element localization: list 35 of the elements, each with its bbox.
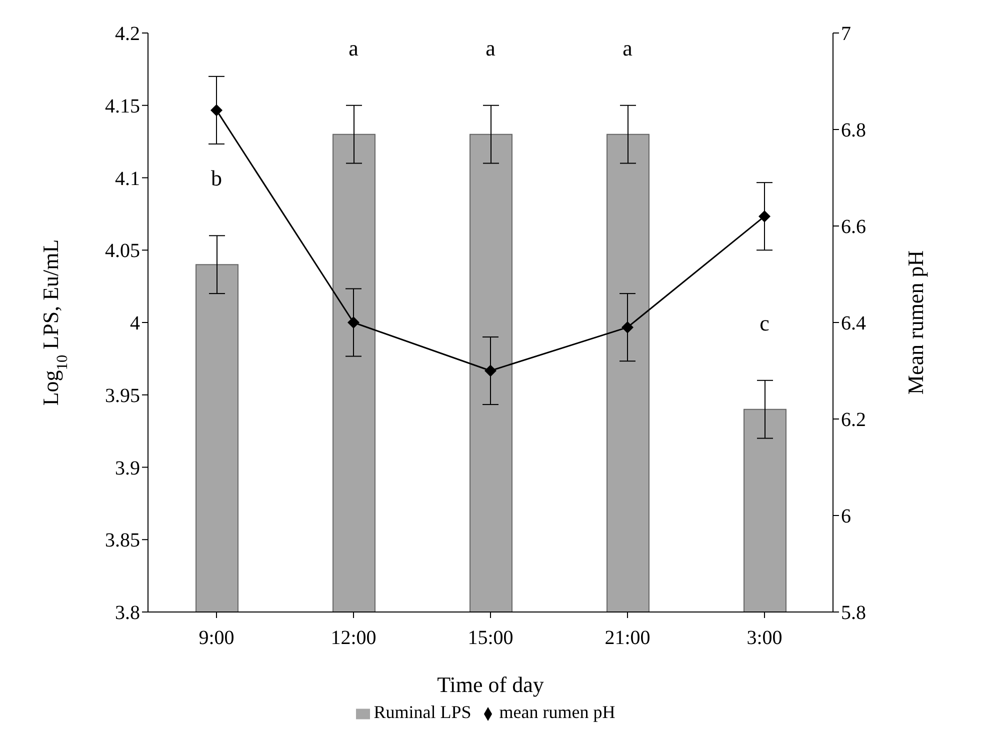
y-tick-label: 3.85 [105, 530, 140, 552]
y-tick-label: 3.8 [115, 602, 140, 624]
annotation: a [622, 35, 633, 60]
y2-tick-label: 7 [841, 23, 851, 46]
annotation: c [760, 310, 770, 336]
y2-tick-label: 6.2 [841, 409, 866, 432]
x-tick-label: 3:00 [746, 627, 782, 650]
y2-tick-label: 6 [841, 506, 851, 528]
point [348, 316, 360, 328]
y2-tick-label: 5.8 [841, 602, 866, 624]
x-tick-label: 12:00 [330, 627, 376, 650]
annotation: a [486, 35, 496, 60]
y-tick-label: 4.15 [105, 95, 140, 118]
y-tick-label: 4.1 [115, 168, 140, 190]
x-tick-label: 21:00 [604, 627, 650, 650]
legend-label: Ruminal LPS [374, 702, 472, 722]
y-tick-label: 4.2 [115, 23, 140, 46]
y2-tick-label: 6.8 [841, 120, 866, 142]
y-tick-label: 3.95 [105, 384, 140, 407]
y-tick-label: 4.05 [105, 240, 140, 262]
legend-label: mean rumen pH [499, 702, 616, 722]
annotation: b [211, 166, 222, 191]
x-axis-title: Time of day [437, 672, 544, 697]
point [210, 104, 222, 116]
annotation: a [348, 35, 359, 60]
y2-tick-label: 6.6 [841, 216, 866, 238]
point [758, 210, 770, 222]
y-tick-label: 3.9 [115, 457, 140, 480]
x-tick-label: 9:00 [198, 627, 234, 650]
x-tick-label: 15:00 [468, 627, 514, 650]
point [622, 321, 634, 334]
y-tick-label: 4 [130, 312, 140, 335]
y2-tick-label: 6.4 [841, 312, 866, 335]
y2-axis-title: Mean rumen pH [903, 250, 928, 395]
point [484, 364, 496, 377]
